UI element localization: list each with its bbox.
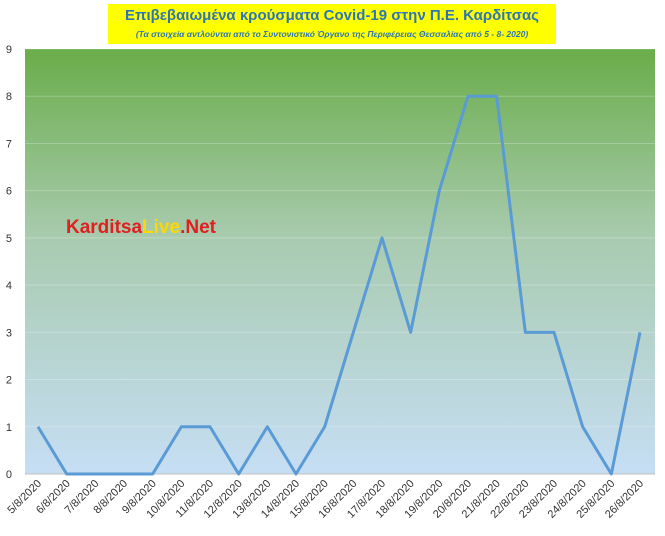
y-tick-label: 6 [6, 186, 12, 198]
watermark-part: .Net [180, 217, 217, 238]
chart-title: Επιβεβαιωμένα κρούσματα Covid-19 στην Π.… [125, 7, 539, 24]
line-series [36, 94, 642, 476]
watermark-part: Live [142, 217, 180, 238]
watermark: KarditsaLive.Net [66, 217, 217, 238]
y-tick-label: 8 [6, 91, 12, 103]
title-box [108, 4, 556, 44]
y-tick-label: 5 [6, 233, 12, 245]
chart-subtitle: (Τα στοιχεία αντλούνται από το Συντονιστ… [136, 29, 528, 39]
y-tick-label: 7 [6, 138, 12, 150]
y-tick-label: 4 [6, 280, 12, 292]
y-tick-label: 9 [6, 44, 12, 56]
y-tick-label: 1 [6, 422, 12, 434]
y-tick-label: 3 [6, 327, 12, 339]
y-tick-label: 0 [6, 469, 12, 481]
watermark-part: Karditsa [66, 217, 142, 238]
y-tick-label: 2 [6, 375, 12, 387]
plot-area [25, 49, 655, 474]
